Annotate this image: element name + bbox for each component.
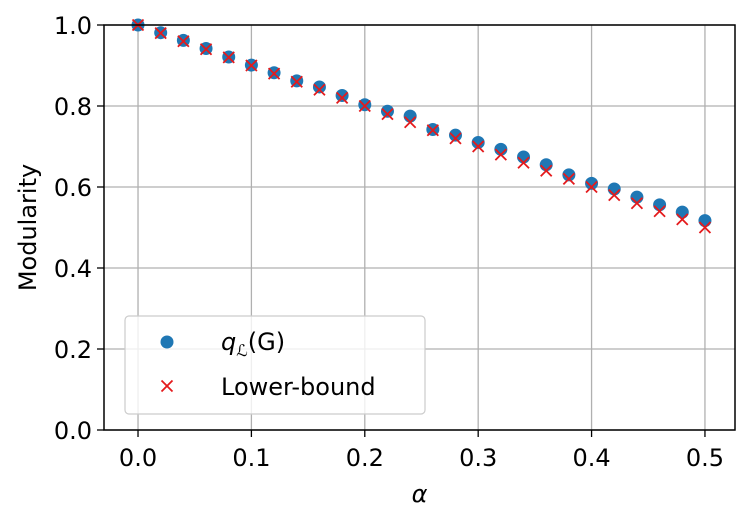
data-point-x (472, 140, 485, 153)
x-tick-label: 0.1 (232, 444, 270, 472)
legend-marker-circle (160, 335, 174, 349)
x-marker-stroke (404, 116, 417, 129)
x-marker-stroke (676, 213, 689, 226)
data-point-circle (403, 109, 417, 123)
legend-marker-x (160, 379, 174, 393)
x-marker-stroke (160, 379, 174, 393)
data-point-circle (607, 182, 621, 196)
x-marker-stroke (585, 180, 598, 194)
x-marker-stroke (653, 205, 666, 218)
x-tick-label: 0.0 (119, 444, 157, 472)
x-marker-stroke (335, 91, 349, 105)
data-point-circle (585, 176, 599, 190)
legend-label-suffix: (G) (248, 328, 285, 356)
data-point-x (404, 116, 417, 129)
data-point-x (199, 43, 213, 56)
axis-ticks: 0.0 0.1 0.2 0.3 0.4 0.5 0.0 0.2 0.4 0.6 0.8 1.0 (54, 12, 724, 472)
x-marker-stroke (517, 156, 530, 169)
legend-x (160, 379, 174, 393)
data-point-circle (449, 128, 463, 142)
y-tick-label: 0.2 (54, 336, 92, 364)
x-marker-stroke (313, 83, 326, 96)
x-marker-stroke (177, 35, 190, 48)
data-point-x (517, 156, 530, 169)
y-tick-label: 0.4 (54, 255, 92, 283)
data-point-x (449, 132, 462, 145)
data-point-x (630, 197, 644, 210)
data-point-x (222, 51, 235, 64)
x-marker-stroke (698, 221, 712, 234)
x-marker-stroke (245, 59, 258, 72)
legend-label-prefix: q (221, 328, 236, 356)
data-point-circle (471, 135, 485, 149)
data-point-x (290, 75, 303, 88)
y-tick-label: 1.0 (54, 12, 92, 40)
data-point-x (267, 67, 281, 80)
data-point-x (177, 35, 190, 48)
x-marker-stroke (562, 172, 576, 186)
x-marker-stroke (154, 26, 167, 40)
y-tick-label: 0.8 (54, 93, 92, 121)
data-point-x (335, 91, 349, 105)
data-point-x (245, 59, 258, 72)
x-marker-stroke (494, 148, 507, 161)
legend-label-series-1: qℒ(G) (221, 328, 285, 360)
data-point-circle (630, 190, 644, 204)
data-point-x (698, 221, 712, 234)
data-point-x (358, 99, 371, 113)
x-marker-stroke (426, 124, 439, 137)
data-point-x (653, 205, 666, 218)
data-point-x (608, 188, 621, 202)
data-point-x (494, 148, 507, 161)
data-point-x (426, 124, 439, 137)
x-marker-stroke (222, 51, 235, 64)
x-marker-stroke (290, 75, 303, 88)
data-point-x (154, 26, 167, 40)
x-marker-stroke (630, 197, 644, 210)
data-point-circle (562, 168, 576, 182)
plot-frame (103, 24, 736, 431)
plot-marks (131, 18, 712, 234)
y-tick-label: 0.6 (54, 174, 92, 202)
x-tick-label: 0.4 (572, 444, 610, 472)
y-axis-label: Modularity (14, 164, 42, 291)
x-axis-label: α (412, 480, 428, 508)
x-marker-stroke (449, 132, 462, 145)
x-marker-stroke (472, 140, 485, 153)
data-point-x (562, 172, 576, 186)
legend-box (124, 315, 426, 415)
legend: qℒ(G) Lower-bound (124, 315, 426, 415)
data-point-x (381, 107, 394, 121)
legend-label-series-2: Lower-bound (221, 373, 376, 401)
x-marker-stroke (608, 188, 621, 202)
x-marker-stroke (381, 107, 394, 121)
x-marker-stroke (267, 67, 281, 80)
data-point-circle (675, 205, 689, 219)
data-point-x (540, 164, 553, 177)
data-point-circle (312, 80, 326, 94)
x-tick-label: 0.3 (459, 444, 497, 472)
y-tick-label: 0.0 (54, 417, 92, 445)
x-marker-stroke (199, 43, 213, 56)
data-point-x (313, 83, 326, 96)
data-point-circle (335, 88, 349, 102)
x-tick-label: 0.2 (346, 444, 384, 472)
legend-circle (160, 335, 174, 349)
x-marker-stroke (540, 164, 553, 177)
x-tick-label: 0.5 (686, 444, 724, 472)
data-point-x (585, 180, 598, 194)
data-point-circle (653, 198, 667, 212)
data-point-circle (539, 158, 553, 172)
data-point-circle (380, 104, 394, 118)
x-marker-stroke (358, 99, 371, 113)
legend-label-subscript: ℒ (236, 341, 248, 360)
data-point-circle (698, 214, 712, 228)
data-point-x (676, 213, 689, 226)
